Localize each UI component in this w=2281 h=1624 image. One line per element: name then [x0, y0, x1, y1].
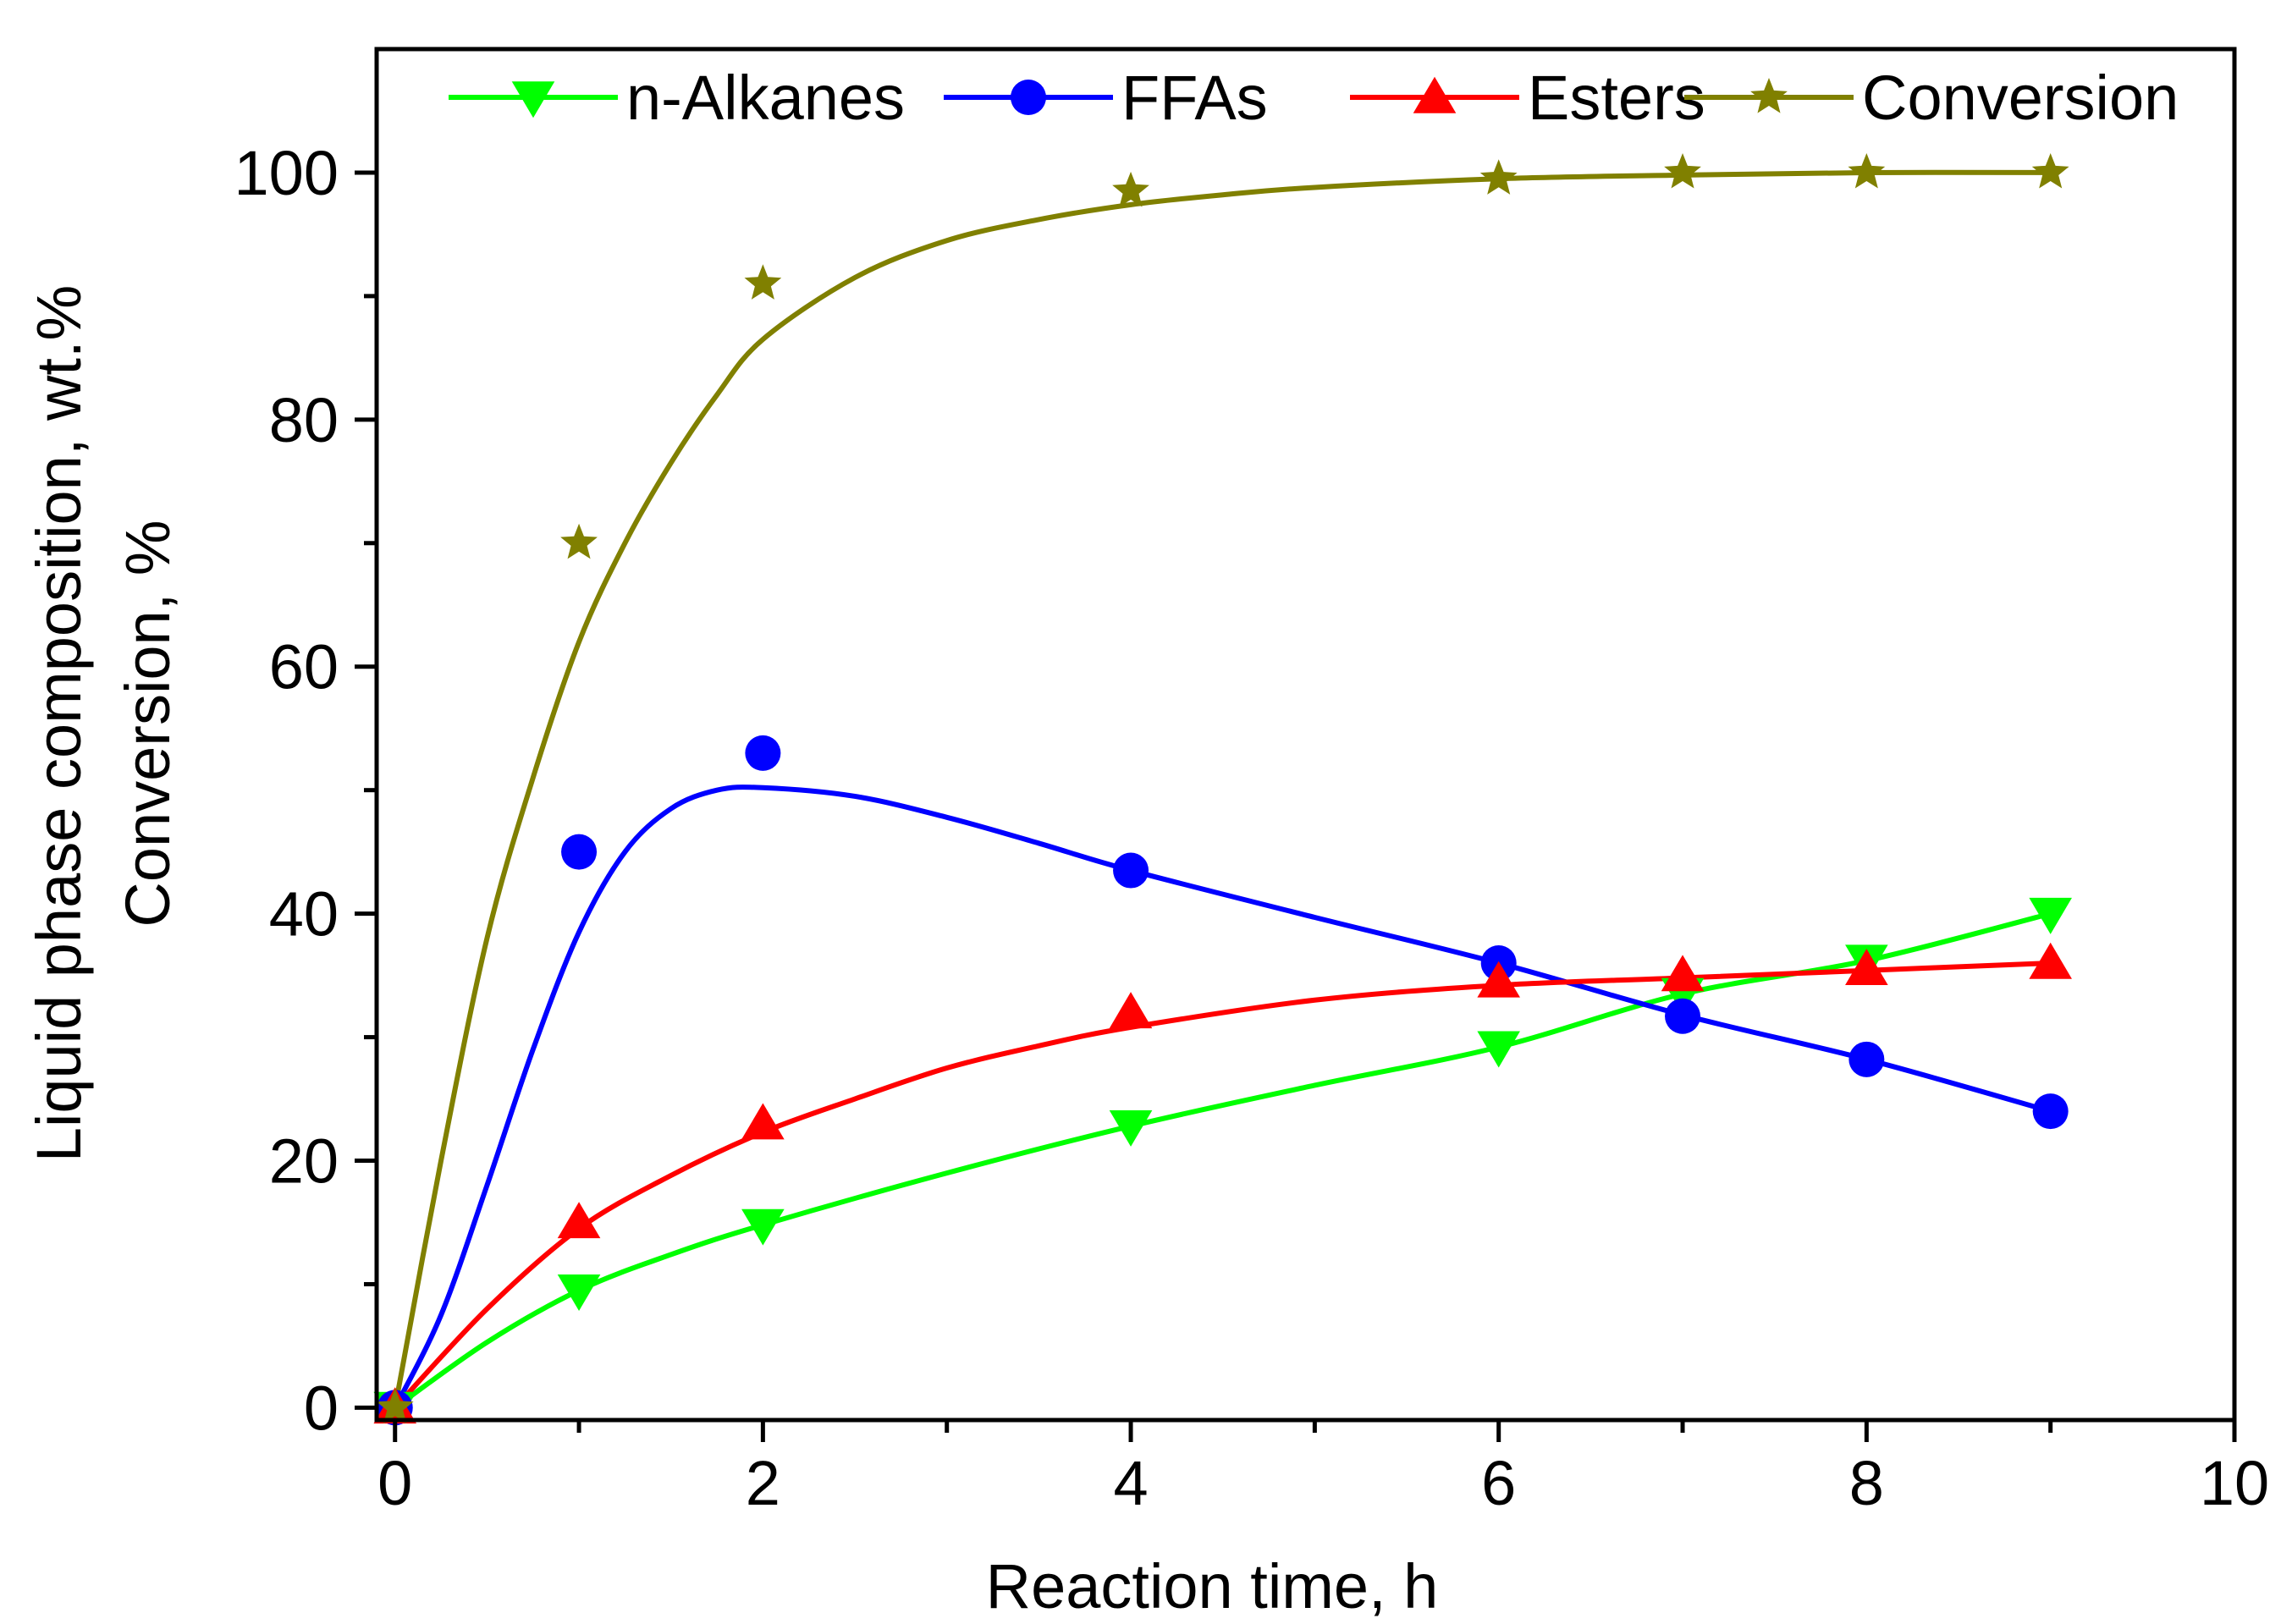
- conversion-point: [1848, 152, 1886, 189]
- x-tick-label: 8: [1849, 1448, 1884, 1518]
- x-tick-label: 4: [1113, 1448, 1148, 1518]
- ffas-fit-line: [393, 784, 2052, 1409]
- y-axis-title-line-1: Liquid phase composition, wt.%: [24, 285, 94, 1163]
- conversion-point: [1112, 171, 1149, 207]
- x-tick-label: 2: [746, 1448, 780, 1518]
- y-tick-label: 0: [304, 1373, 339, 1443]
- legend-item-esters: Esters: [1350, 63, 1705, 133]
- legend-marker-conversion: [1750, 78, 1788, 113]
- conversion-point: [376, 1388, 414, 1424]
- conversion-point: [1664, 152, 1701, 189]
- conversion-point: [2031, 152, 2069, 189]
- ffas-point: [1848, 1041, 1885, 1077]
- n-alkanes-fit-line: [393, 911, 2052, 1410]
- y-tick-label: 40: [269, 879, 339, 950]
- esters-point: [2029, 942, 2072, 979]
- legend-label-ffas: FFAs: [1121, 63, 1268, 133]
- n-alkanes-point: [557, 1274, 601, 1311]
- conversion-fit-line: [392, 169, 2051, 1408]
- ffas-point: [561, 834, 598, 870]
- legend-marker-esters: [1413, 76, 1457, 113]
- esters-point: [1845, 949, 1888, 985]
- n-alkanes-point: [2029, 897, 2072, 934]
- n-alkanes-point: [1109, 1109, 1153, 1147]
- x-tick-label: 0: [377, 1448, 412, 1518]
- ffas-point: [1113, 852, 1149, 889]
- esters-point: [741, 1103, 785, 1140]
- conversion-point: [560, 523, 598, 559]
- y-tick-label: 60: [269, 632, 339, 702]
- esters-fit-line: [393, 961, 2051, 1410]
- esters-point: [1661, 955, 1705, 992]
- legend-item-conversion: Conversion: [1684, 63, 2179, 133]
- legend-item-n-alkanes: n-Alkanes: [449, 63, 905, 133]
- x-tick-label: 6: [1481, 1448, 1516, 1518]
- n-alkanes-point: [1477, 1031, 1520, 1068]
- x-tick-label: 10: [2200, 1448, 2269, 1518]
- conversion-point: [744, 264, 782, 300]
- y-tick-label: 20: [269, 1126, 339, 1197]
- y-axis-title-line-2: Conversion, %: [113, 520, 183, 927]
- esters-point: [1477, 961, 1520, 998]
- ffas-point: [1665, 998, 1701, 1034]
- legend-label-n-alkanes: n-Alkanes: [626, 63, 905, 133]
- legend-marker-n-alkanes: [511, 81, 555, 118]
- ffas-point: [2032, 1093, 2069, 1130]
- legend-label-conversion: Conversion: [1862, 63, 2179, 133]
- y-tick-label: 100: [234, 138, 339, 208]
- n-alkanes-point: [741, 1208, 785, 1246]
- data-markers: [373, 152, 2072, 1429]
- legend: n-Alkanes FFAs Esters Conversion: [449, 63, 2179, 133]
- legend-marker-ffas: [1011, 80, 1046, 115]
- esters-point: [557, 1202, 601, 1239]
- legend-item-ffas: FFAs: [944, 63, 1268, 133]
- y-tick-label: 80: [269, 385, 339, 455]
- ffas-point: [745, 735, 781, 771]
- x-axis-title: Reaction time, h: [986, 1551, 1439, 1621]
- conversion-point: [1479, 159, 1518, 195]
- fit-curves: [392, 169, 2052, 1410]
- plot-frame: [374, 47, 2237, 1423]
- legend-label-esters: Esters: [1528, 63, 1705, 133]
- esters-point: [1109, 992, 1153, 1029]
